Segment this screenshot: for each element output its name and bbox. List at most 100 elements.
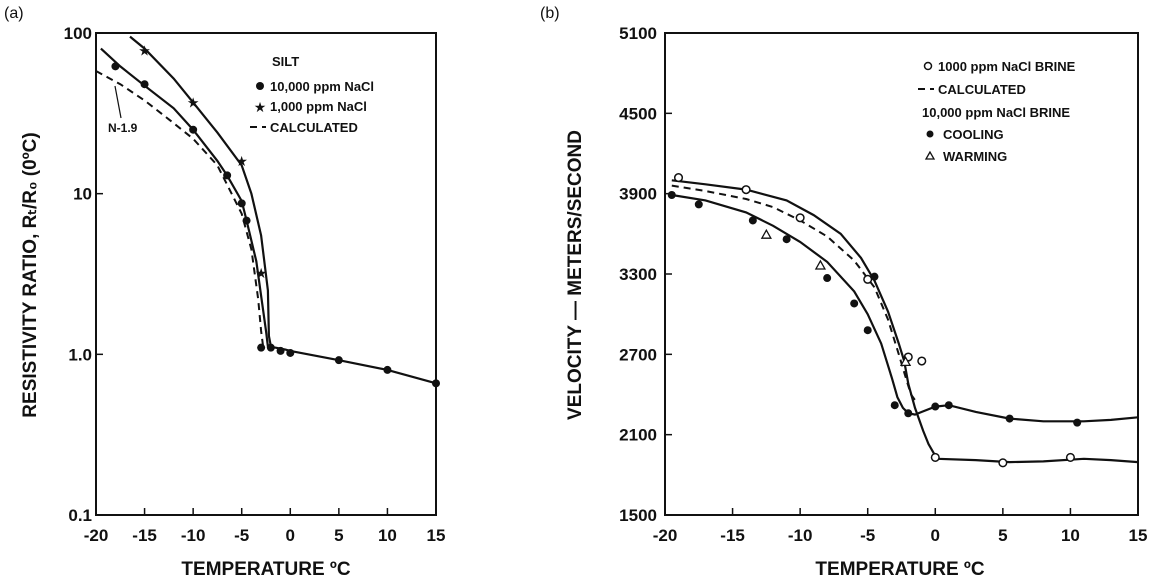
panel-b-legend-marker-open-circle <box>923 61 933 71</box>
panel-a-legend-title: SILT <box>272 54 299 69</box>
panel-b-series-line-1 <box>671 179 1139 464</box>
panel-a-series-line-2 <box>129 35 272 347</box>
panel-b-point-filled-circle <box>1005 414 1014 423</box>
panel-b-x-tick-label: -10 <box>788 526 813 545</box>
panel-b-point-filled-circle <box>748 216 757 225</box>
panel-b-point-filled-circle <box>823 274 832 283</box>
panel-a-x-tick-label: 15 <box>427 526 446 545</box>
panel-b-legend-subtitle: 10,000 ppm NaCl BRINE <box>922 105 1070 120</box>
panel-a-point-circle <box>257 343 266 352</box>
panel-a-x-tick-label: -5 <box>234 526 249 545</box>
panel-b-series-line-2 <box>671 184 919 405</box>
panel-b-point-filled-circle <box>890 401 899 410</box>
panel-a-legend-series-1: 10,000 ppm NaCl <box>270 79 374 94</box>
panel-a-y-ticks: 100 10 1.0 0.1 <box>64 24 103 525</box>
panel-a-y-tick-label: 1.0 <box>68 345 92 364</box>
panel-b-y-tick-label: 3900 <box>619 185 657 204</box>
panel-a-x-tick-label: -10 <box>181 526 206 545</box>
panel-b-x-tick-label: 5 <box>998 526 1007 545</box>
panel-b-point-triangle <box>760 228 772 239</box>
panel-a-point-circle <box>266 343 275 352</box>
panel-b-x-tick-label: -20 <box>653 526 678 545</box>
panel-b-points <box>667 173 1082 468</box>
panel-b-y-tick-label: 5100 <box>619 24 657 43</box>
panel-a-points: ★ ★ ★ ★ <box>111 43 440 388</box>
panel-a-point-circle <box>334 356 343 365</box>
panel-a-y-axis-label: RESISTIVITY RATIO, Rₜ/R₀ (0ºC) <box>20 132 41 417</box>
panel-b-point-open-circle <box>741 185 751 195</box>
panel-a-series-line-3 <box>95 70 265 347</box>
panel-b-point-filled-circle <box>782 235 791 244</box>
panel-a-x-axis-label: TEMPERATURE ºC <box>181 559 350 579</box>
panel-b-point-filled-circle <box>1073 418 1082 427</box>
panel-a-point-circle <box>111 62 120 71</box>
panel-a-point-circle <box>189 125 198 134</box>
panel-b-point-triangle <box>814 259 827 270</box>
panel-b-legend: 1000 ppm NaCl BRINE CALCULATED 10,000 pp… <box>918 59 1076 164</box>
panel-a-y-tick-label: 0.1 <box>68 506 92 525</box>
panel-a-legend-marker-star: ★ <box>254 100 267 116</box>
panel-a-point-circle <box>286 348 295 357</box>
panel-a-x-tick-label: -15 <box>132 526 157 545</box>
panel-b-legend-series-1: 1000 ppm NaCl BRINE <box>938 59 1076 74</box>
panel-a-point-circle <box>276 346 285 355</box>
panel-a-point-circle <box>223 171 232 180</box>
panel-b-point-open-circle <box>998 458 1008 468</box>
panel-a: (a) -20 -15 -10 -5 0 5 10 15 100 10 1.0 0.1 ★ ★ ★ ★ T… <box>4 5 445 579</box>
panel-b-point-filled-circle <box>667 191 676 200</box>
panel-b-point-open-circle <box>1065 452 1075 462</box>
panel-b-legend-series-4: WARMING <box>943 149 1007 164</box>
panel-b-series-line-3 <box>671 193 1139 423</box>
panel-a-x-tick-label: -20 <box>84 526 109 545</box>
panel-a-point-star: ★ <box>235 154 248 170</box>
panel-b-series <box>671 179 1139 464</box>
panel-a-series-line-1 <box>100 47 437 385</box>
panel-b-x-axis-label: TEMPERATURE ºC <box>815 559 984 579</box>
panel-a-point-circle <box>140 80 149 89</box>
panel-a-x-tick-label: 10 <box>378 526 397 545</box>
panel-b-y-tick-label: 2700 <box>619 345 657 364</box>
panel-b-point-open-circle <box>863 274 873 284</box>
panel-b-y-axis-label: VELOCITY — METERS/SECOND <box>565 130 586 420</box>
panel-b-point-open-circle <box>917 356 927 366</box>
panel-b-point-filled-circle <box>694 200 703 209</box>
panel-b-legend-series-3: COOLING <box>943 127 1004 142</box>
panel-a-legend-marker-circle <box>256 82 264 90</box>
panel-a-x-tick-label: 0 <box>286 526 295 545</box>
panel-b-y-tick-label: 2100 <box>619 426 657 445</box>
panel-b-point-open-circle <box>930 452 940 462</box>
panel-a-legend-series-3: CALCULATED <box>270 120 358 135</box>
panel-a-legend-series-2: 1,000 ppm NaCl <box>270 99 367 114</box>
panel-b-legend-marker-triangle <box>924 150 936 160</box>
panel-a-point-circle <box>383 365 392 374</box>
panel-b-point-triangle <box>899 356 912 367</box>
panel-b-point-filled-circle <box>850 299 859 308</box>
panel-b-point-filled-circle <box>944 401 953 410</box>
panel-b-legend-marker-filled-circle <box>926 130 934 138</box>
panel-a-y-tick-label: 100 <box>64 24 92 43</box>
panel-a-annotation-pointer <box>114 85 122 119</box>
panel-a-y-tick-label: 10 <box>73 185 92 204</box>
panel-b-y-ticks: 5100 4500 3900 3300 2700 2100 1500 <box>619 24 672 525</box>
panel-b-point-open-circle <box>795 213 805 223</box>
panel-a-point-star: ★ <box>187 95 200 111</box>
panel-b: (b) -20 -15 -10 -5 0 5 10 15 5100 4500 3900 3300 27… <box>540 5 1147 579</box>
panel-a-point-circle <box>237 199 246 208</box>
panel-a-legend: SILT 10,000 ppm NaCl ★ 1,000 ppm NaCl CA… <box>250 54 374 135</box>
panel-a-x-ticks: -20 -15 -10 -5 0 5 10 15 <box>84 508 446 545</box>
panel-b-point-filled-circle <box>931 402 940 411</box>
panel-a-label: (a) <box>4 5 24 22</box>
panel-a-annotation: N-1.9 <box>108 121 138 135</box>
panel-b-y-tick-label: 3300 <box>619 265 657 284</box>
panel-a-point-star: ★ <box>255 266 268 282</box>
panel-a-series <box>95 35 437 385</box>
panel-b-point-filled-circle <box>870 272 879 281</box>
panel-b-point-open-circle <box>673 173 684 183</box>
panel-a-point-circle <box>432 379 440 388</box>
panel-b-point-filled-circle <box>863 326 872 335</box>
panel-b-point-filled-circle <box>904 409 913 418</box>
panel-b-x-tick-label: -15 <box>720 526 745 545</box>
panel-b-x-tick-label: 10 <box>1061 526 1080 545</box>
panel-b-x-tick-label: 15 <box>1129 526 1148 545</box>
